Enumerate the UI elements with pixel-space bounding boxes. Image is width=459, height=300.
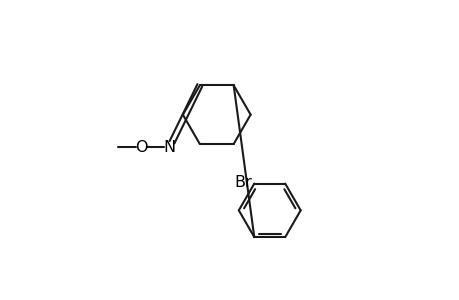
Text: O: O (135, 140, 148, 154)
Text: N: N (163, 140, 175, 154)
Text: Br: Br (234, 175, 252, 190)
